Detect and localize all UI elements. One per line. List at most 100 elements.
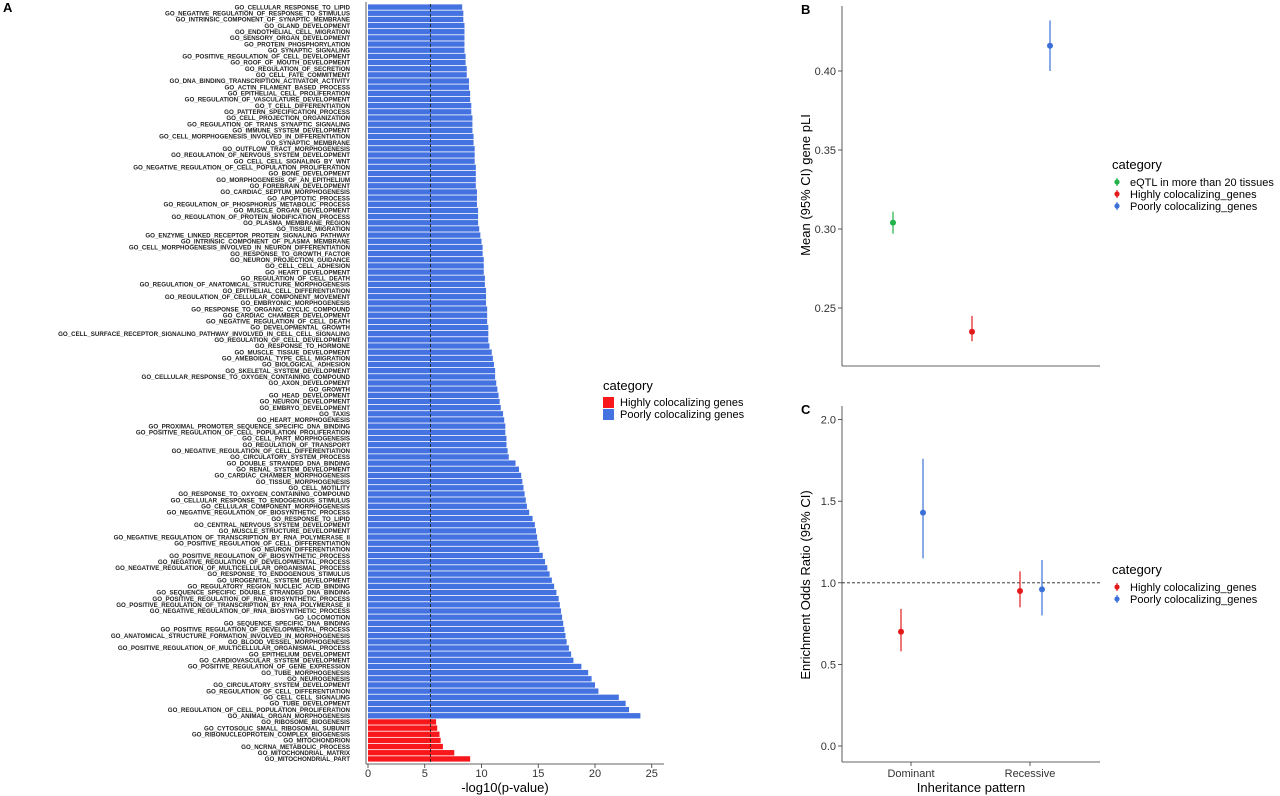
category-label: GO_PROXIMAL_PROMOTER_SEQUENCE_SPECIFIC_D… bbox=[149, 423, 351, 430]
category-label: GO_EMBRYONIC_MORPHOGENESIS bbox=[241, 300, 350, 307]
panel-b-legend-marks bbox=[1114, 178, 1120, 210]
bar bbox=[368, 706, 630, 713]
category-label: GO_RESPONSE_TO_HORMONE bbox=[255, 343, 350, 350]
bar bbox=[368, 663, 582, 670]
panel-c-legend-label-poorly: Poorly colocalizing_genes bbox=[1130, 594, 1258, 606]
legend-mark-point bbox=[1114, 584, 1120, 590]
bar bbox=[368, 133, 474, 140]
panel-a-legend-label-poorly: Poorly colocalizing genes bbox=[620, 409, 745, 421]
category-label: GO_OUTFLOW_TRACT_MORPHOGENESIS bbox=[222, 146, 350, 153]
bar bbox=[368, 386, 498, 392]
category-label: GO_CARDIOVASCULAR_SYSTEM_DEVELOPMENT bbox=[199, 658, 350, 665]
category-label: GO_POSITIVE_REGULATION_OF_GENE_EXPRESSIO… bbox=[188, 664, 351, 671]
category-label: GO_EPITHELIUM_DEVELOPMENT bbox=[249, 651, 350, 658]
category-label: GO_SYNAPTIC_MEMBRANE bbox=[266, 140, 350, 147]
category-label: GO_NEGATIVE_REGULATION_OF_CELL_POPULATIO… bbox=[133, 165, 350, 172]
bar bbox=[368, 485, 524, 491]
bar bbox=[368, 478, 523, 485]
bar bbox=[368, 750, 455, 756]
category-label: GO_POSITIVE_REGULATION_OF_CELL_DEVELOPME… bbox=[182, 54, 350, 61]
panel-c-y-ticks: 0.0 0.5 1.0 1.5 2.0 bbox=[821, 415, 842, 753]
category-label: GO_DOUBLE_STRANDED_DNA_BINDING bbox=[227, 460, 351, 467]
bar bbox=[368, 657, 574, 663]
bar bbox=[368, 4, 463, 10]
category-label: GO_MITOCHONDRION bbox=[283, 738, 350, 745]
x-tick-label: Dominant bbox=[887, 768, 934, 780]
category-label: GO_DEVELOPMENTAL_GROWTH bbox=[250, 325, 350, 332]
bar bbox=[368, 756, 471, 762]
bar bbox=[368, 522, 535, 528]
category-label: GO_NEGATIVE_REGULATION_OF_CELL_DEATH bbox=[206, 319, 351, 326]
bar bbox=[368, 152, 475, 158]
bar bbox=[368, 207, 479, 214]
panel-c-legend: category Highly colocalizing_genes Poorl… bbox=[1112, 562, 1258, 606]
bar bbox=[368, 651, 572, 657]
category-label: GO_ENZYME_LINKED_RECEPTOR_PROTEIN_SIGNAL… bbox=[145, 232, 351, 239]
bar bbox=[368, 380, 497, 386]
bar bbox=[368, 367, 496, 374]
bar bbox=[368, 275, 485, 281]
category-label: GO_RESPONSE_TO_OXYGEN_CONTAINING_COMPOUN… bbox=[178, 491, 350, 498]
category-label: GO_BLOOD_VESSEL_MORPHOGENESIS bbox=[228, 639, 350, 646]
category-label: GO_NEGATIVE_REGULATION_OF_BIOSYNTHETIC_P… bbox=[167, 510, 350, 517]
y-tick-label: 0.5 bbox=[821, 659, 836, 671]
panel-a-legend: category Highly colocalizing genes Poorl… bbox=[603, 378, 745, 421]
category-label: GO_NEGATIVE_REGULATION_OF_CELL_DIFFERENT… bbox=[172, 448, 351, 455]
category-label: GO_AMEBOIDAL_TYPE_CELL_MIGRATION bbox=[222, 356, 351, 363]
category-label: GO_CELL_PROJECTION_ORGANIZATION bbox=[226, 115, 350, 122]
category-label: GO_INTRINSIC_COMPONENT_OF_SYNAPTIC_MEMBR… bbox=[176, 17, 350, 24]
category-label: GO_CELLULAR_COMPONENT_MORPHOGENESIS bbox=[201, 503, 350, 510]
category-label: GO_ACTIN_FILAMENT_BASED_PROCESS bbox=[225, 84, 351, 91]
bar bbox=[368, 669, 589, 676]
panel-a: A GO_CELLULAR_RESPONSE_TO_LIPIDGO_NEGATI… bbox=[3, 0, 745, 795]
category-label: GO_INTRINSIC_COMPONENT_OF_PLASMA_MEMBRAN… bbox=[181, 238, 350, 245]
category-label: GO_NEURON_DIFFERENTIATION bbox=[251, 547, 350, 554]
legend-swatch-highly bbox=[603, 397, 614, 408]
category-label: GO_AXON_DEVELOPMENT bbox=[269, 380, 351, 387]
bar bbox=[368, 41, 465, 47]
panel-b: B 0.25 0.30 0.35 0.40 Mean (95% CI) gene pL… bbox=[798, 2, 1274, 367]
category-label: GO_CELLULAR_RESPONSE_TO_ENDOGENOUS_STIMU… bbox=[171, 497, 350, 504]
panel-a-letter: A bbox=[3, 0, 13, 15]
bar bbox=[368, 472, 522, 479]
bar bbox=[368, 491, 525, 497]
category-label: GO_EPITHELIAL_CELL_PROLIFERATION bbox=[228, 91, 351, 98]
category-label: GO_CYTOSOLIC_SMALL_RIBOSOMAL_SUBUNIT bbox=[204, 725, 350, 732]
category-label: GO_TUBE_MORPHOGENESIS bbox=[261, 670, 350, 677]
category-label: GO_CIRCULATORY_SYSTEM_DEVELOPMENT bbox=[213, 682, 350, 689]
category-label: GO_CIRCULATORY_SYSTEM_PROCESS bbox=[230, 454, 350, 461]
category-label: GO_REGULATION_OF_SECRETION bbox=[245, 66, 351, 73]
category-label: GO_NEGATIVE_REGULATION_OF_DEVELOPMENTAL_… bbox=[158, 559, 350, 566]
category-label: GO_PROTEIN_PHOSPHORYLATION bbox=[244, 41, 350, 48]
category-label: GO_NEGATIVE_REGULATION_OF_MULTICELLULAR_… bbox=[115, 565, 350, 572]
point bbox=[898, 628, 904, 635]
bar bbox=[368, 614, 563, 620]
bar bbox=[368, 417, 505, 423]
panel-b-points bbox=[890, 20, 1053, 342]
point bbox=[890, 219, 896, 226]
bar bbox=[368, 287, 487, 294]
category-label: GO_REGULATION_OF_PHOSPHORUS_METABOLIC_PR… bbox=[164, 201, 350, 208]
panel-b-legend-label-eqtl: eQTL in more than 20 tissues bbox=[1130, 177, 1274, 189]
category-label: GO_BIOLOGICAL_ADHESION bbox=[262, 362, 351, 369]
bar bbox=[368, 158, 475, 164]
category-label: GO_CELLULAR_RESPONSE_TO_OXYGEN_CONTAININ… bbox=[142, 374, 351, 381]
category-label: GO_REGULATION_OF_CELLULAR_COMPONENT_MOVE… bbox=[165, 294, 350, 301]
y-tick-label: 0.0 bbox=[821, 741, 836, 753]
panel-c-legend-marks bbox=[1114, 583, 1120, 603]
panel-a-legend-label-highly: Highly colocalizing genes bbox=[620, 397, 744, 409]
bar bbox=[368, 423, 506, 429]
category-label: GO_RENAL_SYSTEM_DEVELOPMENT bbox=[236, 466, 350, 473]
category-label: GO_SENSORY_ORGAN_DEVELOPMENT bbox=[230, 35, 350, 42]
bar bbox=[368, 688, 599, 694]
bar bbox=[368, 620, 564, 627]
category-label: GO_RESPONSE_TO_GROWTH_FACTOR bbox=[230, 251, 350, 258]
category-label: GO_REGULATION_OF_TRANS_SYNAPTIC_SIGNALIN… bbox=[187, 121, 350, 128]
bar bbox=[368, 398, 500, 405]
bar bbox=[368, 294, 487, 300]
category-label: GO_CARDIAC_CHAMBER_DEVELOPMENT bbox=[223, 312, 350, 319]
x-tick-label: 15 bbox=[532, 768, 544, 780]
bar bbox=[368, 189, 477, 195]
x-tick-label: 25 bbox=[646, 768, 658, 780]
category-label: GO_TISSUE_MIGRATION bbox=[276, 226, 350, 233]
